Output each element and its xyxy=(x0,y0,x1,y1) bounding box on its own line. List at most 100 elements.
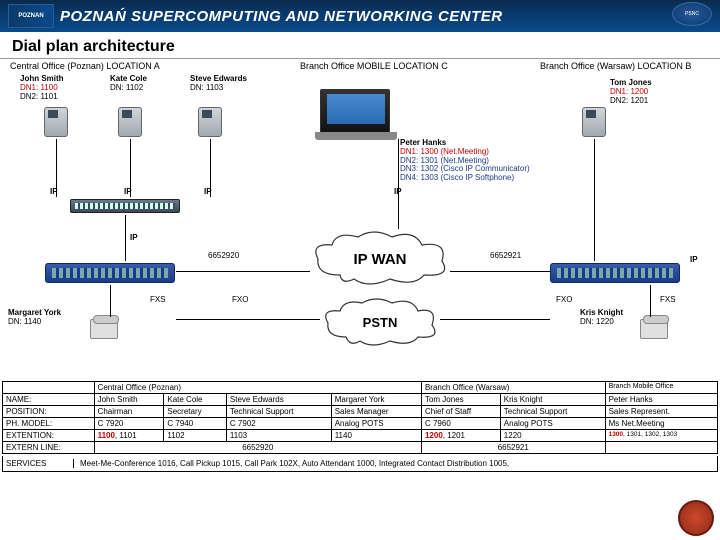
cell: Analog POTS xyxy=(331,418,421,430)
cell: Sales Manager xyxy=(331,406,421,418)
cell: 6652921 xyxy=(421,442,605,454)
router-left-icon xyxy=(45,263,175,283)
table-row: NAME: John Smith Kate Cole Steve Edwards… xyxy=(3,394,718,406)
cell: 6652920 xyxy=(94,442,421,454)
fxs-label: FXS xyxy=(660,295,676,304)
app-header: POZNAN POZNAŃ SUPERCOMPUTING AND NETWORK… xyxy=(0,0,720,32)
connector xyxy=(440,319,550,320)
logo-right: PSNC xyxy=(672,2,712,26)
cell: Secretary xyxy=(164,406,227,418)
cell: Chairman xyxy=(94,406,164,418)
services-label: SERVICES xyxy=(6,459,74,468)
row-label: PH. MODEL: xyxy=(3,418,95,430)
cell: Ms Net.Meeting xyxy=(605,418,717,430)
person-kate: Kate Cole DN: 1102 xyxy=(110,75,147,93)
phone-icon xyxy=(118,107,142,137)
fxs-label: FXS xyxy=(150,295,166,304)
group-header: Branch Mobile Office xyxy=(605,382,717,394)
ipwan-label: IP WAN xyxy=(353,251,406,268)
laptop-icon xyxy=(320,89,390,135)
org-title: POZNAŃ SUPERCOMPUTING AND NETWORKING CEN… xyxy=(60,8,503,25)
row-label: EXTERN LINE: xyxy=(3,442,95,454)
table-row: PH. MODEL: C 7920 C 7940 C 7902 Analog P… xyxy=(3,418,718,430)
dn-line: DN1: 1200 xyxy=(610,87,648,96)
cell: C 7920 xyxy=(94,418,164,430)
person-tom: Tom Jones DN1: 1200 DN2: 1201 xyxy=(610,79,652,105)
pstn-label: PSTN xyxy=(363,315,398,330)
cell: 1300, 1301, 1302, 1303 xyxy=(605,430,717,442)
group-header: Central Office (Poznan) xyxy=(94,382,421,394)
table-row: EXTERN LINE: 6652920 6652921 xyxy=(3,442,718,454)
row-label: POSITION: xyxy=(3,406,95,418)
cell: 1140 xyxy=(331,430,421,442)
person-name: Kate Cole xyxy=(110,74,147,83)
cell xyxy=(605,442,717,454)
connector xyxy=(125,215,126,261)
row-label: NAME: xyxy=(3,394,95,406)
location-c-label: Branch Office MOBILE LOCATION C xyxy=(300,61,448,71)
footer-badge-icon xyxy=(678,500,714,536)
services-row: SERVICES Meet-Me-Conference 1016, Call P… xyxy=(2,456,718,472)
dn-line: DN: 1220 xyxy=(580,317,614,326)
connector xyxy=(650,285,651,317)
fxo-label: FXO xyxy=(556,295,572,304)
connector xyxy=(594,139,595,261)
person-peter: Peter Hanks DN1: 1300 (Net.Meeting) DN2:… xyxy=(400,139,530,183)
person-steve: Steve Edwards DN: 1103 xyxy=(190,75,247,93)
cell: Margaret York xyxy=(331,394,421,406)
cell: Analog POTS xyxy=(500,418,605,430)
router-right-icon xyxy=(550,263,680,283)
services-value: Meet-Me-Conference 1016, Call Pickup 101… xyxy=(74,459,714,468)
connector xyxy=(450,271,550,272)
cell: Kris Knight xyxy=(500,394,605,406)
connector xyxy=(398,139,399,229)
location-b-label: Branch Office (Warsaw) LOCATION B xyxy=(540,61,691,71)
dn-line: DN: 1103 xyxy=(190,83,223,92)
dn-line: DN1: 1300 (Net.Meeting) xyxy=(400,147,489,156)
person-name: Steve Edwards xyxy=(190,74,247,83)
cell: C 7902 xyxy=(226,418,331,430)
pstn-cloud: PSTN xyxy=(320,297,440,347)
person-name: Kris Knight xyxy=(580,308,623,317)
logo-left: POZNAN xyxy=(8,4,54,28)
connector xyxy=(110,285,111,317)
person-margaret: Margaret York DN: 1140 xyxy=(8,309,61,327)
cell: Technical Support xyxy=(500,406,605,418)
connector xyxy=(176,319,320,320)
cell: 1220 xyxy=(500,430,605,442)
cell: C 7960 xyxy=(421,418,500,430)
dn-line: DN: 1140 xyxy=(8,317,41,326)
connector xyxy=(210,139,211,197)
cell: 1100, 1101 xyxy=(94,430,164,442)
cell: C 7940 xyxy=(164,418,227,430)
cell: Sales Represent. xyxy=(605,406,717,418)
analog-phone-icon xyxy=(640,319,668,339)
dn-line: DN: 1102 xyxy=(110,83,143,92)
ipwan-cloud: IP WAN xyxy=(310,231,450,287)
connector xyxy=(56,139,57,197)
fxo-label: FXO xyxy=(232,295,248,304)
cell: John Smith xyxy=(94,394,164,406)
dn-line: DN1: 1100 xyxy=(20,83,58,92)
person-john: John Smith DN1: 1100 DN2: 1101 xyxy=(20,75,64,101)
dn-line: DN2: 1201 xyxy=(610,96,648,105)
directory-table: Central Office (Poznan) Branch Office (W… xyxy=(2,381,718,454)
cell: Kate Cole xyxy=(164,394,227,406)
person-name: Peter Hanks xyxy=(400,138,446,147)
person-name: Margaret York xyxy=(8,308,61,317)
person-name: Tom Jones xyxy=(610,78,652,87)
cell: Tom Jones xyxy=(421,394,500,406)
phone-icon xyxy=(44,107,68,137)
cell: 1200, 1201 xyxy=(421,430,500,442)
connector xyxy=(130,139,131,197)
dn-line: DN2: 1101 xyxy=(20,92,58,101)
table-group-header-row: Central Office (Poznan) Branch Office (W… xyxy=(3,382,718,394)
dn-line: DN2: 1301 (Net.Meeting) xyxy=(400,156,489,165)
group-header: Branch Office (Warsaw) xyxy=(421,382,605,394)
cell: Steve Edwards xyxy=(226,394,331,406)
analog-phone-icon xyxy=(90,319,118,339)
row-label: EXTENTION: xyxy=(3,430,95,442)
table-row: EXTENTION: 1100, 1101 1102 1103 1140 120… xyxy=(3,430,718,442)
phone-icon xyxy=(582,107,606,137)
connector xyxy=(176,271,310,272)
